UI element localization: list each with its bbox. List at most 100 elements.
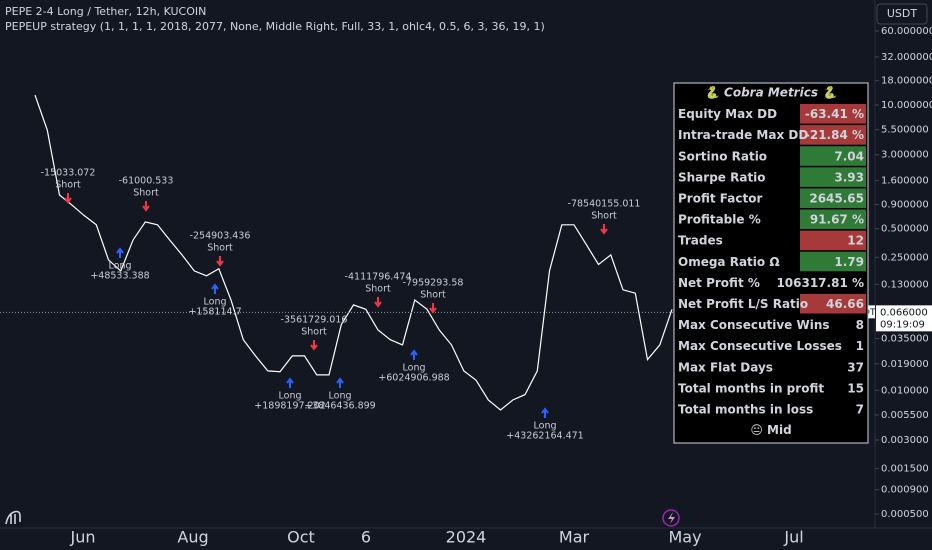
y-tick-label: 0.130000 bbox=[881, 279, 929, 290]
short-arrow bbox=[429, 303, 437, 314]
y-tick-label: 5.500000 bbox=[881, 125, 929, 136]
long-arrow bbox=[211, 283, 219, 294]
trade-side: Long bbox=[204, 297, 227, 308]
metric-label: Equity Max DD bbox=[678, 107, 777, 121]
price-line bbox=[34, 94, 673, 411]
metric-label: Max Consecutive Wins bbox=[678, 318, 830, 332]
metric-value: 2645.65 bbox=[809, 191, 864, 205]
cell-bg bbox=[800, 167, 866, 187]
x-tick-label: 6 bbox=[361, 528, 371, 547]
short-arrow bbox=[142, 201, 150, 212]
trade-side: Long bbox=[279, 391, 302, 402]
trade-side: Short bbox=[591, 211, 617, 222]
trade-pnl: -3561729.016 bbox=[281, 315, 348, 326]
metric-value: 15 bbox=[847, 381, 864, 395]
trade-side: Long bbox=[329, 391, 352, 402]
metric-label: Net Profit % bbox=[678, 276, 760, 290]
metric-value: 37 bbox=[847, 360, 864, 374]
x-tick-label: Jul bbox=[783, 528, 803, 547]
x-tick-label: 2024 bbox=[446, 528, 487, 547]
trade-side: Short bbox=[420, 290, 446, 301]
metric-label: Profit Factor bbox=[678, 191, 762, 205]
trade-pnl: +1898197.202 bbox=[254, 401, 325, 412]
long-arrow bbox=[410, 349, 418, 360]
y-tick-label: 0.035000 bbox=[881, 334, 929, 345]
y-tick-label: 60.000000 bbox=[881, 26, 932, 37]
metric-value: 1.79 bbox=[834, 255, 864, 269]
cell-bg bbox=[800, 125, 866, 145]
cell-bg bbox=[800, 104, 866, 124]
y-tick-label: 32.000000 bbox=[881, 52, 932, 63]
cell-bg bbox=[800, 146, 866, 166]
trade-side: Short bbox=[55, 180, 81, 191]
tv-logo bbox=[5, 510, 21, 525]
x-tick-label: Jun bbox=[70, 528, 96, 547]
metric-label: Total months in profit bbox=[678, 381, 824, 395]
currency[interactable]: USDT bbox=[887, 7, 918, 20]
y-tick-label: 0.003000 bbox=[881, 435, 929, 446]
trade-side: Long bbox=[109, 261, 132, 272]
short-arrow bbox=[600, 224, 608, 235]
metric-value: 7 bbox=[856, 402, 864, 416]
metric-label: Intra-trade Max DD bbox=[678, 128, 808, 142]
long-arrow bbox=[541, 407, 549, 418]
trade-side: Long bbox=[534, 421, 557, 432]
trade-side: Short bbox=[133, 188, 159, 199]
trade-side: Short bbox=[207, 243, 233, 254]
y-axis: 60.000000 32.000000 18.000000 10.000000 5.50… bbox=[875, 26, 932, 520]
y-tick-label: 0.900000 bbox=[881, 199, 929, 210]
short-arrow bbox=[374, 297, 382, 308]
y-tick-label: 1.600000 bbox=[881, 176, 929, 187]
trade-side: Short bbox=[365, 284, 391, 295]
trade-pnl: -7959293.58 bbox=[403, 278, 464, 289]
x-tick-label: May bbox=[668, 528, 701, 547]
y-tick-label: 0.000500 bbox=[881, 509, 929, 520]
metrics-table: 🐍 Cobra Metrics 🐍 Equity Max DD -63.41 % In… bbox=[673, 82, 869, 444]
y-tick-label: 10.000000 bbox=[881, 100, 932, 111]
long-arrow bbox=[286, 377, 294, 388]
long-arrow bbox=[336, 377, 344, 388]
y-tick-label: 18.000000 bbox=[881, 76, 932, 87]
cell-bg bbox=[800, 230, 866, 251]
metric-value: 106317.81 % bbox=[776, 276, 864, 290]
metric-label: Sharpe Ratio bbox=[678, 170, 766, 184]
y-tick-label: 3.000000 bbox=[881, 150, 929, 161]
trade-pnl: -4111796.474 bbox=[345, 272, 412, 283]
long-arrow bbox=[116, 247, 124, 258]
metric-value: 8 bbox=[856, 318, 864, 332]
x-tick-label: Aug bbox=[177, 528, 208, 547]
metric-value: -21.84 % bbox=[805, 128, 864, 142]
metric-label: Profitable % bbox=[678, 213, 761, 227]
y-tick-label: 0.010000 bbox=[881, 385, 929, 396]
y-tick-label: 0.005500 bbox=[881, 410, 929, 421]
metric-label: Sortino Ratio bbox=[678, 149, 767, 163]
cell-bg bbox=[800, 209, 866, 230]
y-tick-label: 0.001500 bbox=[881, 464, 929, 475]
trade-pnl: +158114.7 bbox=[188, 307, 241, 318]
metric-label: Net Profit L/S Ratio bbox=[678, 297, 808, 311]
trade-pnl: +3846436.899 bbox=[304, 401, 375, 412]
trade-pnl: -15033.072 bbox=[41, 168, 96, 179]
metric-label: Total months in loss bbox=[678, 402, 813, 416]
metric-label: Max Flat Days bbox=[678, 360, 773, 374]
cell-bg bbox=[800, 251, 866, 272]
y-tick-label: 0.000900 bbox=[881, 485, 929, 496]
currency-button[interactable] bbox=[876, 3, 928, 25]
metric-value: 7.04 bbox=[834, 149, 864, 163]
y-tick-label: 0.250000 bbox=[881, 252, 929, 263]
cell-bg bbox=[800, 293, 866, 314]
metric-label: Max Consecutive Losses bbox=[678, 339, 842, 353]
trade-pnl: +48533.388 bbox=[90, 271, 149, 282]
trade-pnl: +6024906.988 bbox=[378, 373, 449, 384]
metric-value: 12 bbox=[847, 234, 864, 248]
table-footer: 😐 Mid bbox=[750, 423, 791, 437]
trade-pnl: -61000.533 bbox=[119, 176, 174, 187]
cell-bg bbox=[800, 188, 866, 208]
x-tick-label: Mar bbox=[559, 528, 590, 547]
trade-pnl: -78540155.011 bbox=[568, 199, 641, 210]
metric-value: 46.66 bbox=[826, 297, 864, 311]
y-tick-label: 0.019000 bbox=[881, 359, 929, 370]
lightning-icon[interactable] bbox=[662, 509, 680, 527]
symbol-title: PEPE 2-4 Long / Tether, 12h, KUCOIN bbox=[5, 5, 206, 18]
